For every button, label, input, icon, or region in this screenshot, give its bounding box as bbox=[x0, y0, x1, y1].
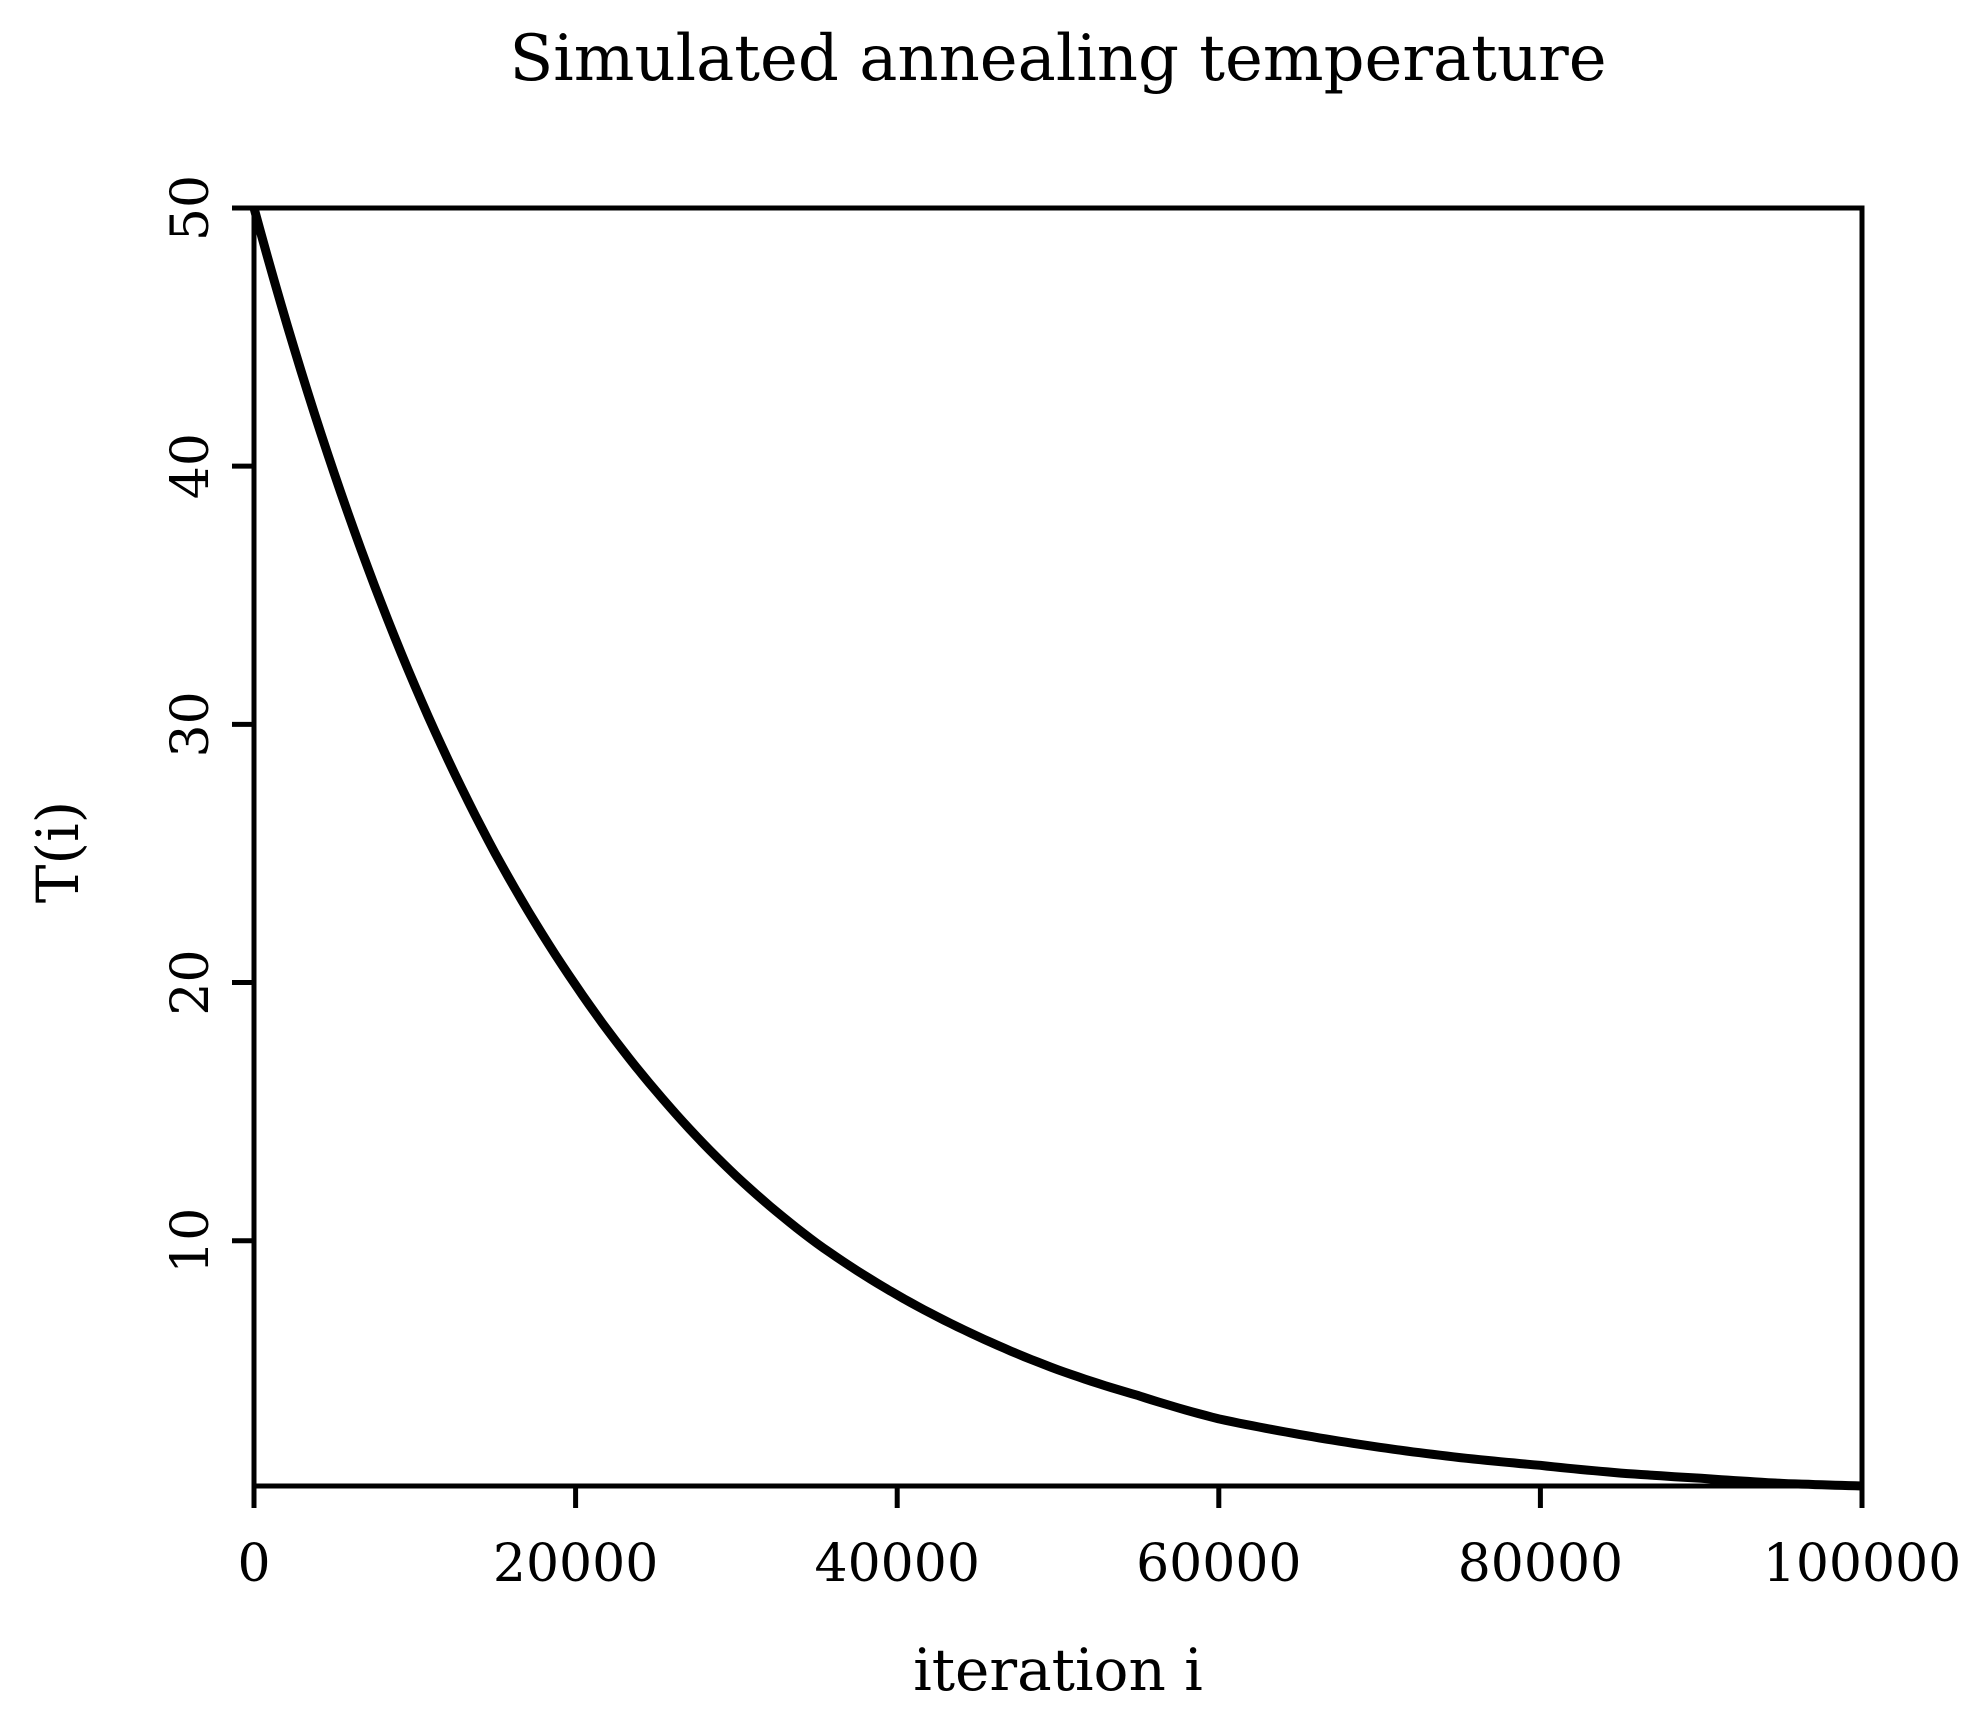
y-tick-label: 40 bbox=[161, 433, 221, 499]
y-tick-label: 20 bbox=[161, 949, 221, 1015]
y-tick-label: 30 bbox=[161, 691, 221, 757]
x-axis-label: iteration i bbox=[913, 1636, 1203, 1704]
x-tick-label: 40000 bbox=[814, 1534, 979, 1594]
y-axis-label: T(i) bbox=[24, 801, 92, 904]
chart-title: Simulated annealing temperature bbox=[509, 22, 1606, 96]
plot-area bbox=[249, 205, 1865, 1491]
x-tick-label: 100000 bbox=[1763, 1534, 1962, 1594]
y-tick-label: 50 bbox=[161, 175, 221, 241]
x-axis: 0 20000 40000 60000 80000 100000 bbox=[237, 1486, 1961, 1594]
x-tick-label: 0 bbox=[237, 1534, 270, 1594]
series-line bbox=[249, 206, 1863, 1491]
x-tick-label: 20000 bbox=[493, 1534, 658, 1594]
plot-frame bbox=[251, 205, 1865, 1489]
x-tick-label: 80000 bbox=[1458, 1534, 1623, 1594]
y-axis: 10 20 30 40 50 bbox=[161, 175, 254, 1274]
x-tick-label: 60000 bbox=[1136, 1534, 1301, 1594]
y-tick-label: 10 bbox=[161, 1208, 221, 1274]
